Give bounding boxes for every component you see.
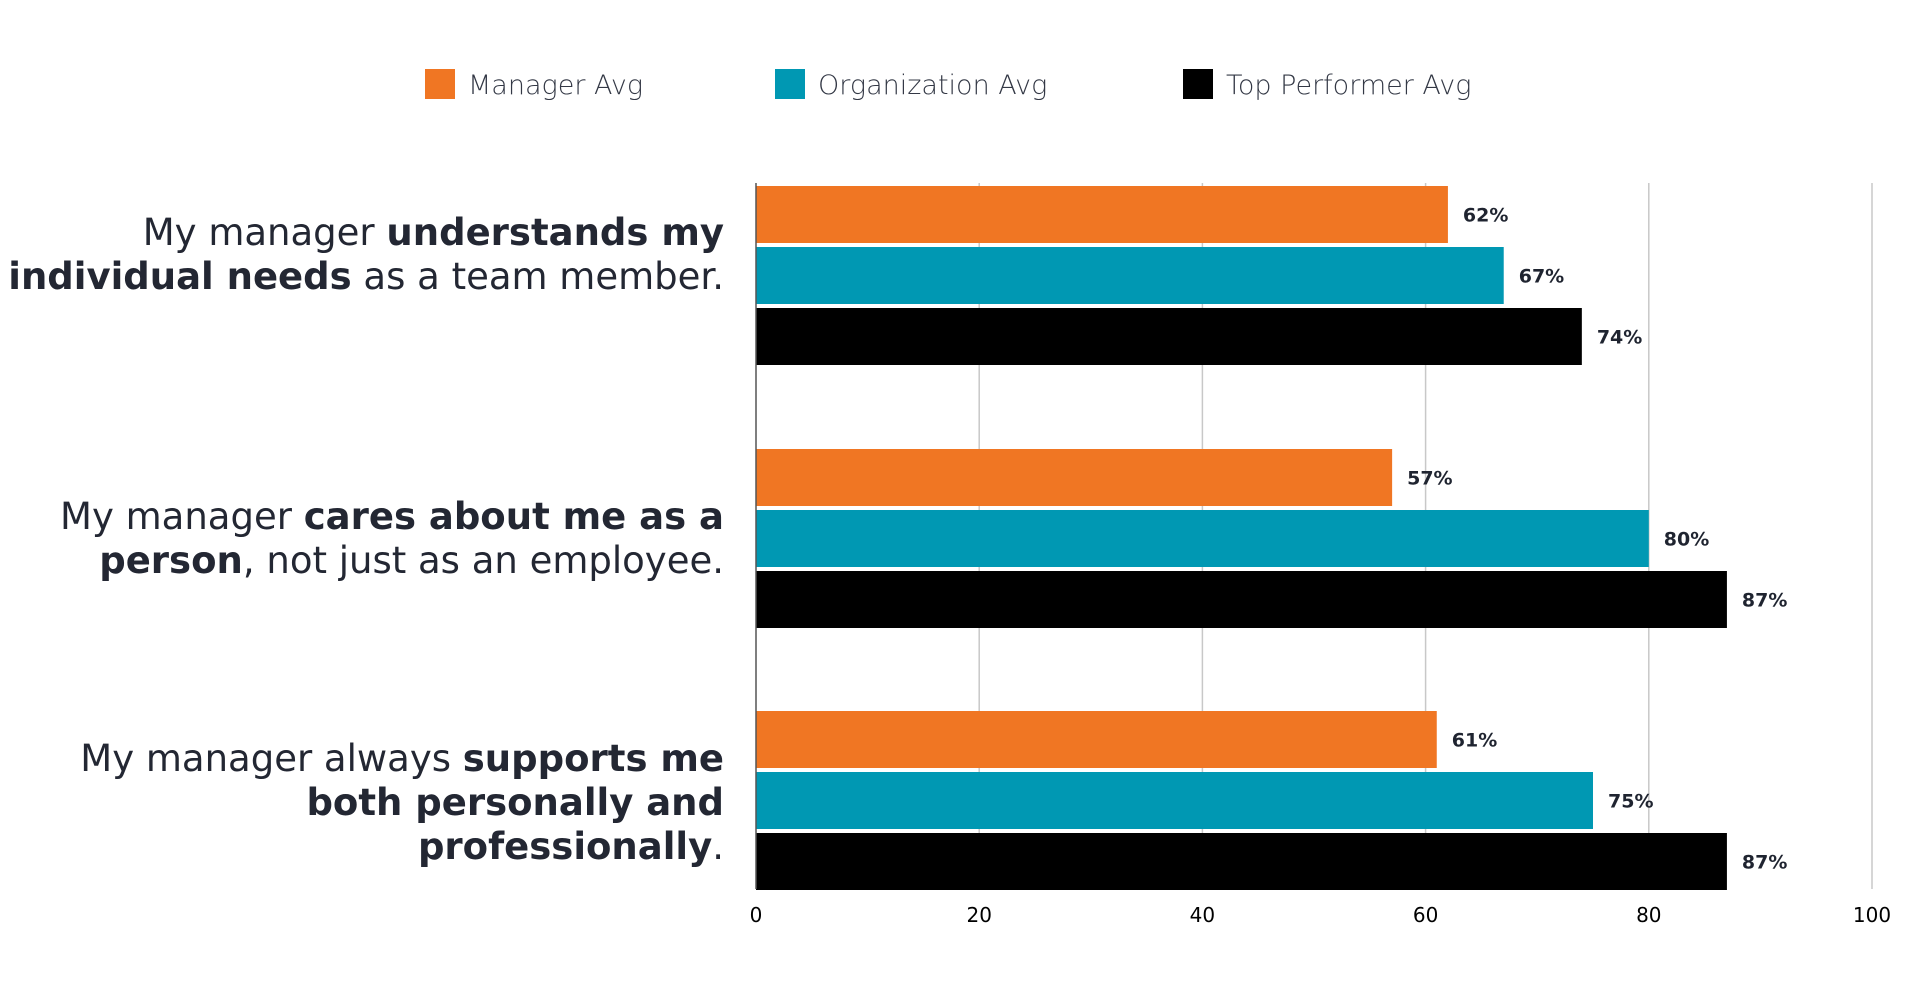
data-label-0-0: 62% xyxy=(1463,205,1508,227)
legend-label-1: Organization Avg xyxy=(818,70,1047,101)
data-label-0-2: 74% xyxy=(1597,327,1642,349)
x-tick-label-0: 0 xyxy=(750,903,763,927)
category-label-0-line-1: individual needs as a team member. xyxy=(8,255,724,298)
data-label-1-0: 57% xyxy=(1407,468,1452,490)
data-label-1-1: 80% xyxy=(1664,529,1709,551)
legend-swatch-1 xyxy=(775,69,805,99)
category-label-segment: . xyxy=(712,825,724,868)
bar-1-2 xyxy=(756,571,1727,628)
category-label-1-line-0: My manager cares about me as a xyxy=(60,495,724,538)
x-tick-label-4: 80 xyxy=(1636,903,1661,927)
x-tick-label-2: 40 xyxy=(1190,903,1215,927)
bar-2-2 xyxy=(756,833,1727,890)
category-label-segment: My manager always xyxy=(80,737,462,780)
category-label-segment: My manager xyxy=(143,211,387,254)
data-label-0-1: 67% xyxy=(1519,266,1564,288)
bar-0-0 xyxy=(756,186,1448,243)
category-label-segment: cares about me as a xyxy=(304,495,724,538)
data-label-2-1: 75% xyxy=(1608,791,1653,813)
data-label-1-2: 87% xyxy=(1742,590,1787,612)
category-label-segment: as a team member. xyxy=(352,255,724,298)
x-axis: 0 20 40 60 80 100 xyxy=(750,183,1891,927)
bar-2-0 xyxy=(756,711,1437,768)
bar-1-0 xyxy=(756,449,1393,506)
category-label-2-line-0: My manager always supports me xyxy=(80,737,724,780)
bar-1-1 xyxy=(756,510,1649,567)
bar-0-2 xyxy=(756,308,1582,365)
x-tick-label-3: 60 xyxy=(1413,903,1438,927)
category-label-segment: supports me xyxy=(463,737,724,780)
category-label-segment: professionally xyxy=(418,825,712,868)
category-label-segment: understands my xyxy=(386,211,724,254)
category-label-2-line-2: professionally. xyxy=(418,825,724,868)
legend-label-0: Manager Avg xyxy=(468,70,643,101)
legend-swatch-2 xyxy=(1183,69,1213,99)
category-label-segment: both personally and xyxy=(306,781,724,824)
legend-label-2: Top Performer Avg xyxy=(1226,70,1472,101)
x-tick-label-1: 20 xyxy=(966,903,991,927)
legend: Manager Avg Organization Avg Top Performer… xyxy=(425,69,1472,101)
category-label-1-line-1: person, not just as an employee. xyxy=(99,539,724,582)
category-label-segment: individual needs xyxy=(8,255,351,298)
bars: 62% 67% 74% 57% 80% 87% 61% 75% 87% xyxy=(756,186,1787,890)
bar-2-1 xyxy=(756,772,1593,829)
x-tick-label-5: 100 xyxy=(1853,903,1891,927)
data-label-2-2: 87% xyxy=(1742,852,1787,874)
category-label-segment: My manager xyxy=(60,495,304,538)
data-label-2-0: 61% xyxy=(1452,730,1497,752)
bar-0-1 xyxy=(756,247,1504,304)
category-label-segment: person xyxy=(99,539,243,582)
category-label-2-line-1: both personally and xyxy=(306,781,724,824)
category-label-segment: , not just as an employee. xyxy=(243,539,724,582)
legend-swatch-0 xyxy=(425,69,455,99)
category-label-0-line-0: My manager understands my xyxy=(143,211,724,254)
